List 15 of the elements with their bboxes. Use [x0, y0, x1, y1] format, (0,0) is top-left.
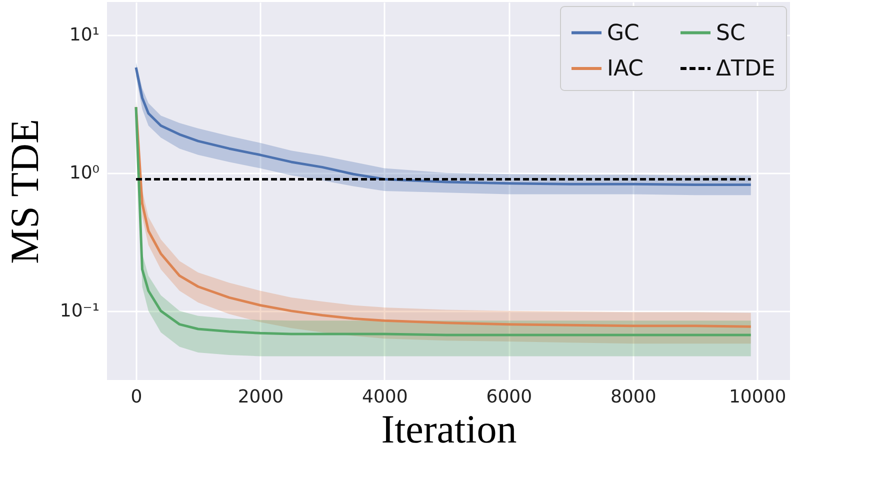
x-tick-label: 2000 — [238, 386, 284, 408]
y-tick-label: 10⁻¹ — [60, 300, 100, 322]
x-tick-label: 4000 — [362, 386, 408, 408]
x-tick-label: 6000 — [486, 386, 532, 408]
y-tick-label: 10¹ — [69, 24, 100, 46]
x-tick-label: 0 — [130, 386, 142, 408]
legend-label: GC — [607, 20, 640, 46]
x-tick-label: 8000 — [610, 386, 656, 408]
x-tick-label: 10000 — [728, 386, 786, 408]
y-axis-title: MS TDE — [2, 119, 47, 264]
legend-label: SC — [716, 20, 746, 46]
x-axis-title: Iteration — [381, 406, 517, 452]
y-tick-label: 10⁰ — [69, 162, 100, 184]
legend-label: ΔTDE — [716, 56, 776, 82]
legend-label: IAC — [607, 56, 644, 82]
